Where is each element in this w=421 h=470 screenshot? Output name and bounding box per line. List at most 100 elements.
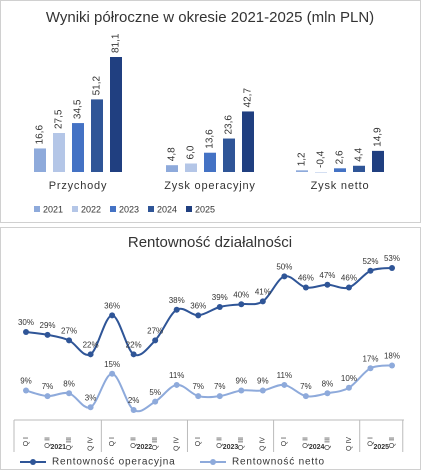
x-tick-label: Q III (152, 437, 159, 450)
legend-swatch (110, 206, 116, 212)
x-tick-label: Q IV (87, 437, 94, 451)
data-label: 34,5 (73, 99, 84, 119)
x-group-label: 2022 (137, 444, 153, 451)
data-label: 50% (276, 262, 292, 271)
x-tick-label: Przychody (49, 180, 108, 192)
point (44, 393, 51, 400)
data-label: 38% (169, 296, 185, 305)
data-label: 46% (298, 274, 314, 283)
legend-swatch (72, 206, 78, 212)
data-label: 22% (83, 340, 99, 349)
x-tick-label: Q II (303, 437, 310, 448)
data-label: 8% (322, 379, 334, 388)
legend-label: Rentowność netto (232, 457, 325, 468)
point (130, 407, 137, 413)
data-label: 53% (384, 254, 400, 263)
legend-label: 2022 (81, 204, 101, 214)
x-group-label: 2024 (309, 444, 325, 451)
x-group-label: 2023 (223, 444, 239, 451)
point (173, 381, 180, 388)
x-tick-label: Q IV (346, 437, 353, 451)
data-label: 11% (277, 371, 292, 380)
point (66, 390, 73, 397)
data-label: -0,4 (316, 150, 327, 168)
point (109, 370, 116, 377)
point (238, 387, 245, 394)
point (109, 312, 116, 319)
data-label: 27% (61, 327, 77, 336)
bar (296, 170, 308, 172)
top-panel (0, 0, 421, 223)
data-label: 7% (42, 382, 54, 391)
data-label: 15% (104, 360, 120, 369)
x-tick-label: Q II (217, 437, 224, 448)
data-label: 18% (384, 352, 400, 361)
legend-marker (30, 459, 36, 465)
point (367, 365, 374, 372)
x-tick-label: Q I (23, 437, 30, 446)
x-tick-label: Q III (238, 437, 245, 450)
data-label: 9% (257, 377, 269, 386)
point (238, 301, 245, 308)
point (66, 337, 73, 344)
x-tick-label: Q II (130, 437, 137, 448)
bar (185, 163, 197, 172)
bar (53, 133, 65, 172)
point (367, 267, 374, 274)
data-label: 30% (18, 318, 34, 327)
x-tick-label: Q IV (174, 437, 181, 451)
x-tick-label: Q I (195, 437, 202, 446)
point (216, 393, 223, 400)
data-label: 14,9 (373, 127, 384, 147)
bar (204, 152, 216, 172)
point (281, 381, 288, 388)
data-label: 2,6 (335, 150, 346, 164)
data-label: 52% (362, 257, 378, 266)
x-tick-label: Q II (389, 437, 396, 448)
data-label: 16,6 (35, 125, 46, 145)
x-tick-label: Zysk operacyjny (164, 180, 255, 192)
data-label: 10% (341, 374, 357, 383)
data-label: 11% (169, 371, 184, 380)
data-label: 22% (126, 340, 142, 349)
bar (110, 57, 122, 172)
point (152, 398, 159, 405)
data-label: 81,1 (111, 33, 122, 53)
point (345, 384, 352, 391)
data-label: 36% (190, 301, 206, 310)
point (389, 265, 395, 271)
x-tick-label: Q I (281, 437, 288, 446)
bar (91, 99, 103, 172)
legend-marker (210, 459, 216, 465)
data-label: 7% (192, 382, 204, 391)
point (302, 284, 309, 291)
legend-swatch (148, 206, 154, 212)
x-tick-label: Q I (367, 437, 374, 446)
data-label: 4,4 (354, 147, 365, 161)
data-label: 27,5 (54, 109, 65, 129)
x-tick-label: Q IV (260, 437, 267, 451)
data-label: 23,6 (224, 115, 235, 135)
data-label: 41% (255, 288, 271, 297)
x-tick-label: Q III (66, 437, 73, 450)
point (87, 351, 94, 358)
point (345, 284, 352, 291)
point (281, 273, 288, 280)
data-label: 3% (85, 393, 97, 402)
legend-label: Rentowność operacyjna (52, 457, 176, 468)
bar (334, 168, 346, 172)
legend-swatch (34, 206, 40, 212)
bar (372, 150, 384, 172)
point (173, 306, 180, 313)
bar (315, 172, 327, 173)
bar (72, 123, 84, 172)
chart-title: Wyniki półroczne w okresie 2021-2025 (ml… (46, 9, 374, 26)
point (44, 331, 51, 338)
point (389, 362, 395, 369)
data-label: 7% (300, 382, 312, 391)
data-label: 17% (362, 354, 378, 363)
bar (34, 148, 46, 172)
data-label: 2% (128, 396, 140, 405)
x-tick-label: Q II (44, 437, 51, 448)
data-label: 42,7 (243, 88, 254, 108)
